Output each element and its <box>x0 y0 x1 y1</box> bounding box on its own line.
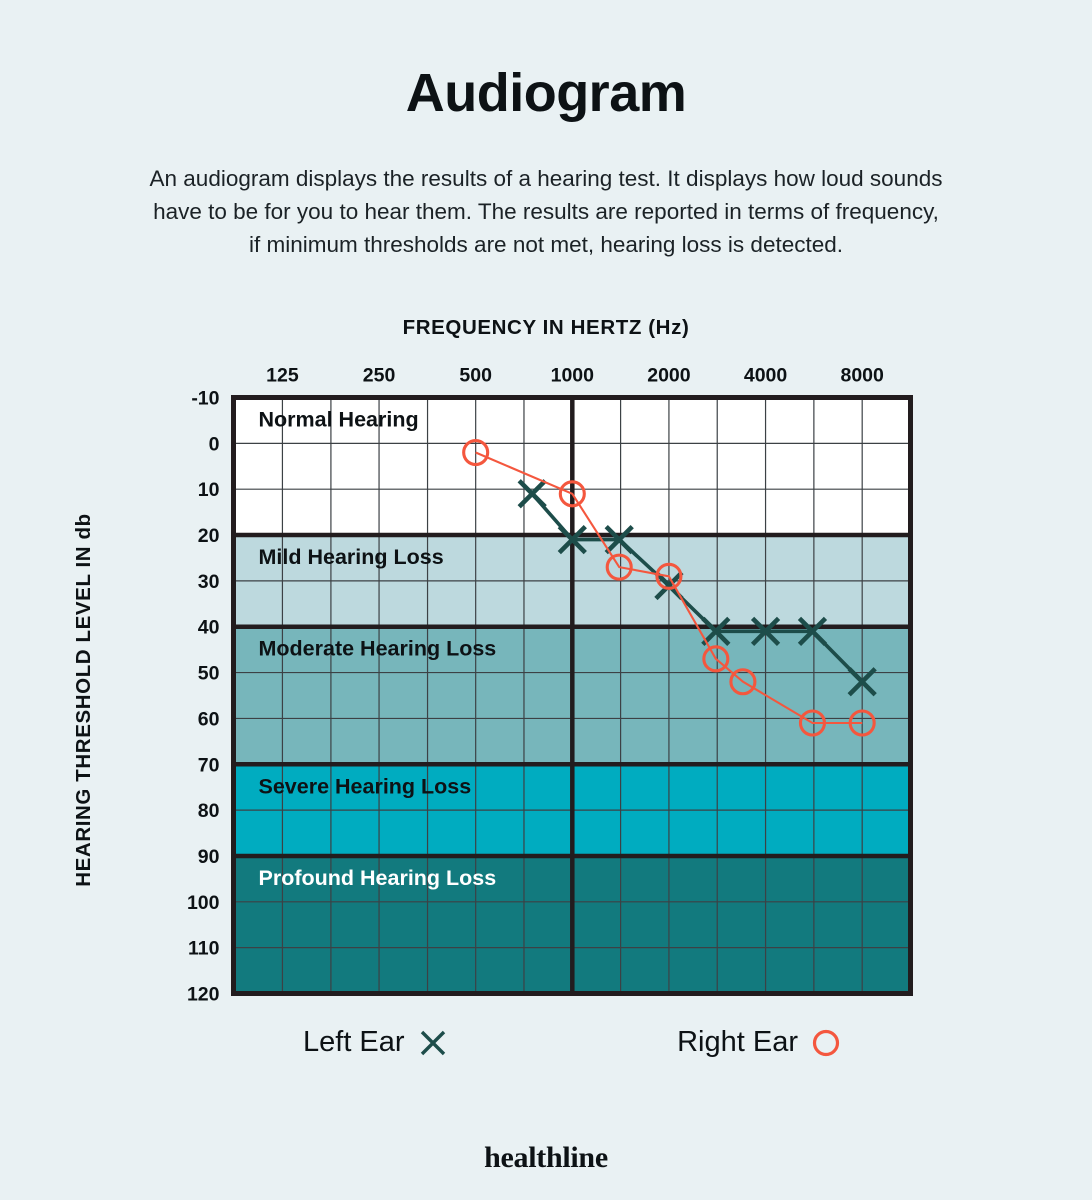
data-point-right-ear-2 <box>605 553 633 581</box>
band-label-1: Mild Hearing Loss <box>259 545 444 569</box>
chart-frame <box>231 395 913 996</box>
data-point-right-ear-1 <box>558 480 586 508</box>
legend-label-right-ear: Right Ear <box>677 1026 798 1058</box>
y-tick-labels: -10 0 10 20 30 40 50 60 70 80 90 100 110 120 <box>187 388 220 1006</box>
x-tick-2000: 2000 <box>647 365 691 387</box>
x-tick-labels: 125 250 500 1000 2000 4000 8000 <box>266 365 884 387</box>
band-label-2: Moderate Hearing Loss <box>259 637 497 661</box>
data-point-right-ear-5 <box>729 668 757 696</box>
y-tick-40: 40 <box>198 617 220 639</box>
page-title: Audiogram <box>405 63 687 123</box>
y-tick-90: 90 <box>198 846 220 868</box>
y-tick-70: 70 <box>198 754 220 776</box>
y-tick-10: 10 <box>198 479 220 501</box>
data-point-right-ear-3 <box>655 562 683 590</box>
y-tick-50: 50 <box>198 663 220 685</box>
chart-series <box>462 438 877 737</box>
brand-logo: healthline <box>484 1141 608 1174</box>
x-tick-125: 125 <box>266 365 299 387</box>
data-point-left-ear-6 <box>797 616 828 646</box>
legend-item-right-ear: Right Ear <box>677 1026 841 1059</box>
y-tick-0: 0 <box>209 433 220 455</box>
data-point-left-ear-5 <box>750 616 781 646</box>
data-point-right-ear-7 <box>848 709 876 737</box>
x-tick-500: 500 <box>459 365 492 387</box>
x-tick-250: 250 <box>363 365 396 387</box>
chart-gridlines <box>233 397 911 994</box>
series-line-left-ear <box>530 492 864 683</box>
band-label-4: Profound Hearing Loss <box>259 866 497 890</box>
data-point-left-ear-7 <box>847 667 877 697</box>
y-tick-110: 110 <box>188 938 220 960</box>
y-tick--10: -10 <box>191 388 219 410</box>
data-point-left-ear-0 <box>517 479 547 509</box>
plot-border <box>231 395 913 996</box>
x-axis-title: FREQUENCY IN HERTZ (Hz) <box>402 316 690 339</box>
band-label-3: Severe Hearing Loss <box>259 774 472 798</box>
legend-label-left-ear: Left Ear <box>303 1026 405 1058</box>
data-point-left-ear-3 <box>654 570 684 601</box>
y-tick-60: 60 <box>198 708 220 730</box>
data-point-left-ear-4 <box>701 616 731 646</box>
band-labels: Normal Hearing Mild Hearing Loss Moderate … <box>259 408 497 890</box>
data-point-right-ear-6 <box>798 709 827 737</box>
x-tick-1000: 1000 <box>551 365 595 387</box>
y-tick-80: 80 <box>198 800 220 822</box>
data-point-left-ear-1 <box>557 524 587 555</box>
legend-item-left-ear: Left Ear <box>303 1026 448 1059</box>
y-tick-20: 20 <box>198 525 220 547</box>
page-description: An audiogram displays the results of a h… <box>149 166 943 257</box>
chart-legend: Left Ear Right Ear <box>233 1026 911 1059</box>
data-point-right-ear-4 <box>702 645 730 673</box>
data-point-right-ear-0 <box>462 438 490 467</box>
x-tick-8000: 8000 <box>840 365 884 387</box>
x-tick-4000: 4000 <box>744 365 788 387</box>
band-label-0: Normal Hearing <box>259 408 419 432</box>
y-tick-120: 120 <box>187 984 220 1006</box>
circle-marker-icon <box>812 1029 840 1056</box>
x-marker-icon <box>420 1030 445 1055</box>
y-tick-100: 100 <box>187 892 220 914</box>
y-tick-30: 30 <box>198 571 220 593</box>
data-point-left-ear-2 <box>604 524 634 555</box>
